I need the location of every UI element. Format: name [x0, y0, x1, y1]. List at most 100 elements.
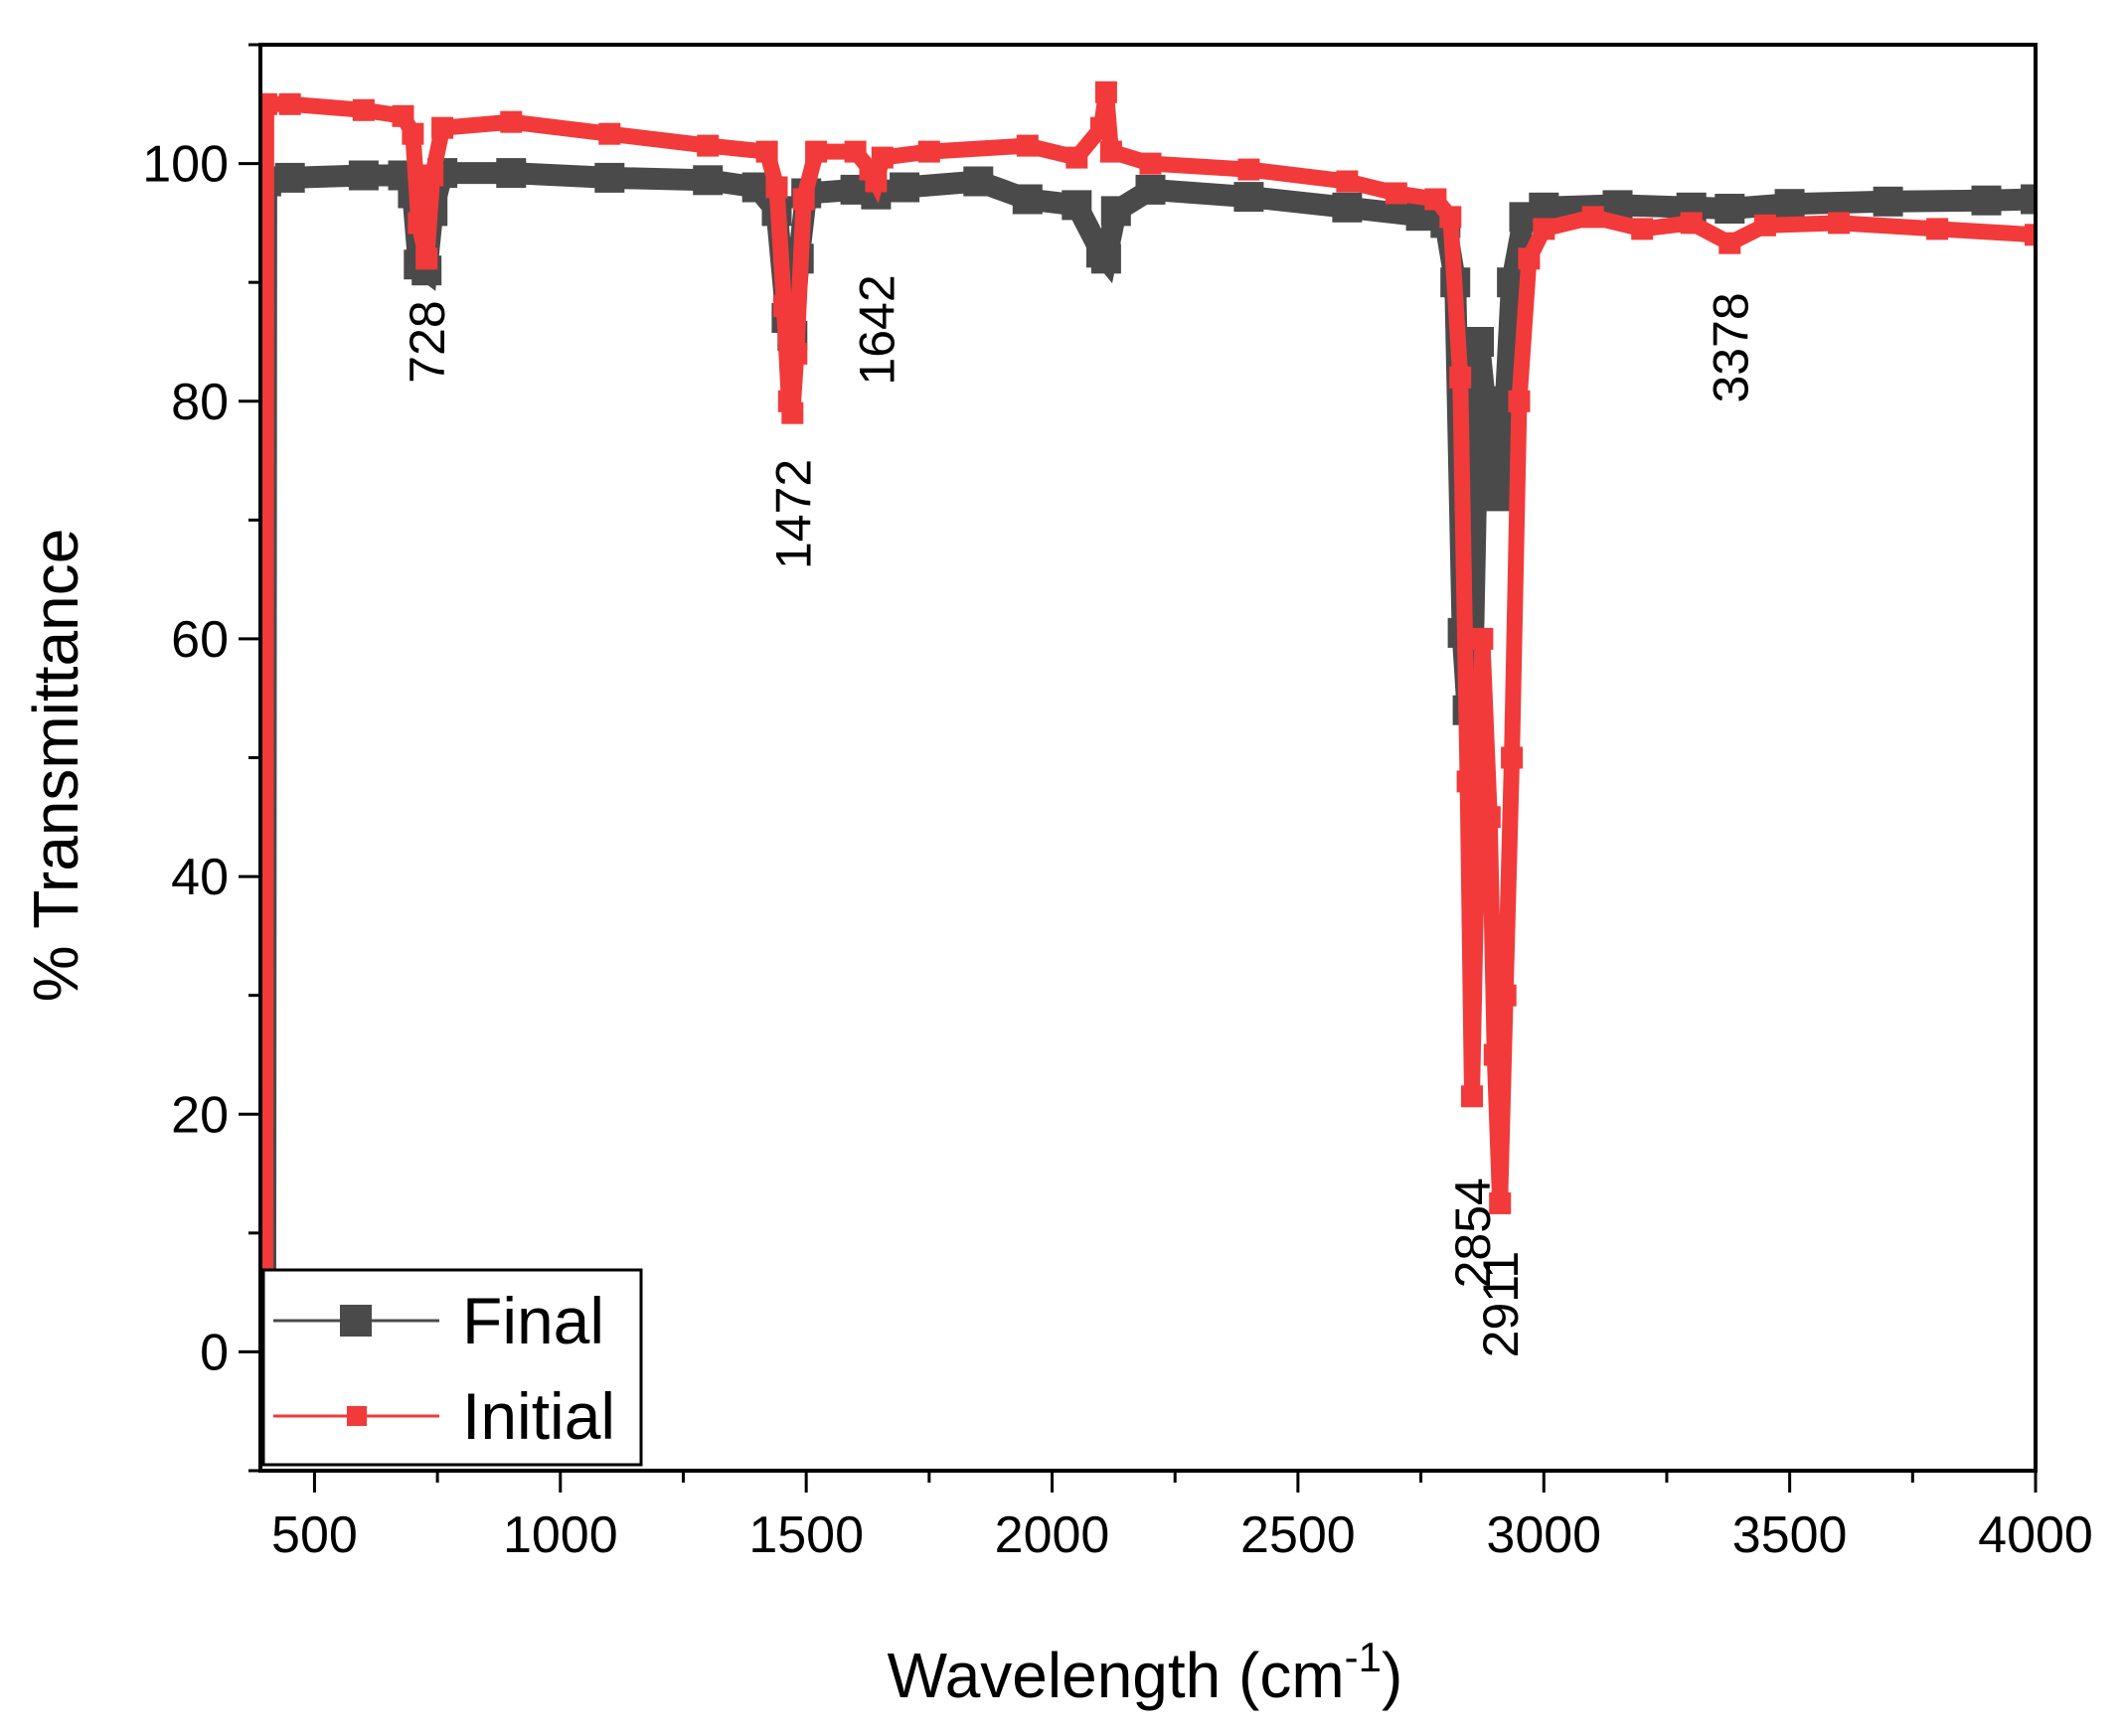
data-point	[500, 110, 523, 133]
data-point	[431, 116, 454, 139]
x-tick-label: 1000	[503, 1506, 618, 1564]
data-point	[402, 122, 424, 145]
data-point	[421, 164, 444, 187]
peak-label: 728	[400, 300, 455, 383]
data-point	[1012, 184, 1043, 215]
y-tick-label: 40	[171, 849, 229, 906]
legend-label-initial: Initial	[462, 1379, 615, 1453]
data-point	[1926, 218, 1949, 240]
data-point	[1456, 770, 1479, 793]
data-point	[871, 146, 894, 169]
data-point	[1518, 247, 1541, 270]
legend-label-final: Final	[462, 1284, 604, 1357]
data-point	[1237, 158, 1260, 181]
data-point	[1718, 232, 1741, 254]
y-tick-label: 80	[171, 374, 229, 431]
legend-marker-final	[340, 1305, 372, 1337]
data-point	[1090, 116, 1112, 139]
data-point	[1483, 1043, 1506, 1066]
peak-label: 2854	[1445, 1178, 1501, 1288]
data-point	[1501, 746, 1524, 769]
data-point	[1336, 170, 1359, 193]
data-point	[1753, 214, 1776, 237]
data-point	[1424, 188, 1447, 211]
x-tick-label: 3500	[1732, 1506, 1848, 1564]
data-point	[1774, 189, 1805, 220]
x-tick-label: 500	[271, 1506, 358, 1564]
data-point	[1094, 80, 1117, 103]
series-thin-line-initial	[263, 91, 2036, 1281]
data-point	[697, 134, 720, 157]
series-initial	[260, 80, 2036, 1292]
x-tick-label: 4000	[1978, 1506, 2093, 1564]
data-point	[598, 122, 621, 145]
x-tick-label: 2000	[995, 1506, 1110, 1564]
y-tick-label: 60	[171, 611, 229, 669]
data-point	[1065, 146, 1088, 169]
data-point	[1385, 182, 1407, 205]
peak-label: 1642	[849, 274, 904, 385]
data-point	[274, 162, 305, 193]
data-point	[1828, 212, 1851, 235]
y-tick-label: 20	[171, 1086, 229, 1144]
data-point	[348, 160, 379, 191]
legend-box	[261, 1268, 643, 1467]
data-point	[2025, 224, 2036, 246]
data-point	[1478, 806, 1501, 829]
data-point	[755, 140, 778, 163]
data-point	[792, 188, 815, 211]
data-point	[1533, 218, 1555, 240]
data-point	[1016, 134, 1039, 157]
data-point	[1680, 212, 1703, 235]
data-point	[1581, 206, 1604, 229]
data-point	[1529, 192, 1559, 223]
data-point	[594, 162, 625, 193]
data-point	[1971, 185, 2002, 216]
data-point	[1062, 190, 1092, 221]
data-point	[1494, 984, 1517, 1007]
data-point	[890, 172, 920, 203]
data-point	[1332, 192, 1363, 223]
data-point	[1508, 390, 1531, 412]
y-tick-label: 100	[142, 136, 229, 194]
axes-layer: 500 1000 1500 2000 2500 3000 3500 4000 0 20 40 60 80…	[142, 43, 2093, 1564]
data-point	[1233, 182, 1264, 213]
y-tick-label: 0	[200, 1324, 229, 1381]
data-point	[865, 170, 888, 193]
data-point	[1631, 218, 1654, 240]
data-point	[693, 165, 724, 196]
x-axis-title: Wavelength (cm-1)	[888, 1634, 1403, 1711]
data-point	[496, 158, 527, 189]
data-point	[805, 140, 828, 163]
data-point	[1090, 243, 1121, 274]
plot-layer	[260, 80, 2036, 1367]
legend-marker-initial	[347, 1406, 367, 1426]
data-point	[2021, 184, 2036, 215]
data-point	[1099, 140, 1122, 163]
data-point	[1464, 327, 1494, 357]
data-point	[1715, 194, 1745, 224]
data-point	[278, 92, 301, 115]
data-point	[1489, 1191, 1512, 1214]
x-tick-label: 3000	[1486, 1506, 1601, 1564]
data-point	[1449, 366, 1472, 389]
legend: Final Initial	[261, 1268, 643, 1467]
peak-label: 3378	[1703, 292, 1758, 402]
data-point	[1439, 206, 1462, 229]
data-point	[1461, 1085, 1483, 1108]
y-axis-title: % Transmittance	[20, 529, 91, 1003]
data-point	[352, 98, 375, 121]
data-point	[844, 140, 867, 163]
data-point	[1873, 186, 1903, 217]
data-point	[415, 247, 438, 270]
data-point	[1139, 152, 1162, 175]
peak-label: 2911	[1473, 1251, 1529, 1358]
data-point	[1465, 889, 1487, 911]
data-point	[963, 166, 994, 197]
data-point	[917, 140, 940, 163]
data-point	[260, 92, 277, 115]
data-point	[1135, 174, 1166, 205]
data-point	[772, 295, 795, 318]
data-point	[781, 401, 804, 424]
